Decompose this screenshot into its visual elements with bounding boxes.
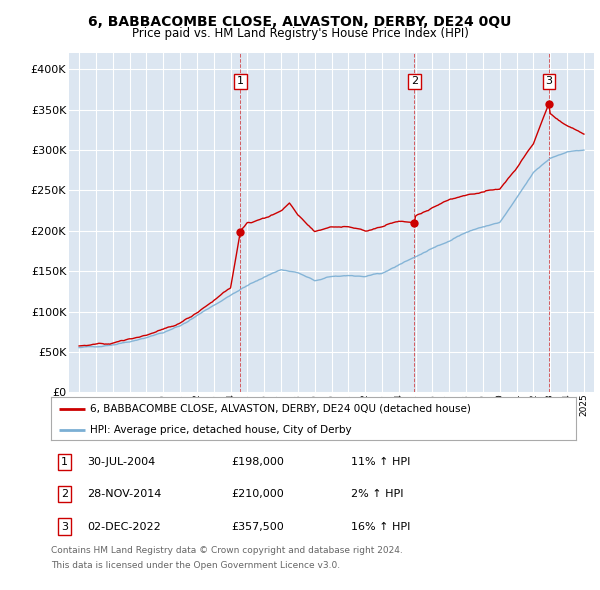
Text: 16% ↑ HPI: 16% ↑ HPI (351, 522, 410, 532)
Text: 1: 1 (237, 76, 244, 86)
Text: 2: 2 (61, 489, 68, 499)
Text: 3: 3 (61, 522, 68, 532)
Text: HPI: Average price, detached house, City of Derby: HPI: Average price, detached house, City… (91, 425, 352, 435)
Text: Price paid vs. HM Land Registry's House Price Index (HPI): Price paid vs. HM Land Registry's House … (131, 27, 469, 40)
Text: 02-DEC-2022: 02-DEC-2022 (87, 522, 161, 532)
Text: 6, BABBACOMBE CLOSE, ALVASTON, DERBY, DE24 0QU: 6, BABBACOMBE CLOSE, ALVASTON, DERBY, DE… (88, 15, 512, 29)
Text: 3: 3 (545, 76, 553, 86)
Text: 2% ↑ HPI: 2% ↑ HPI (351, 489, 404, 499)
Text: 1: 1 (61, 457, 68, 467)
Text: 28-NOV-2014: 28-NOV-2014 (87, 489, 161, 499)
Text: Contains HM Land Registry data © Crown copyright and database right 2024.: Contains HM Land Registry data © Crown c… (51, 546, 403, 555)
Text: 6, BABBACOMBE CLOSE, ALVASTON, DERBY, DE24 0QU (detached house): 6, BABBACOMBE CLOSE, ALVASTON, DERBY, DE… (91, 404, 471, 414)
Text: 30-JUL-2004: 30-JUL-2004 (87, 457, 155, 467)
Text: This data is licensed under the Open Government Licence v3.0.: This data is licensed under the Open Gov… (51, 560, 340, 569)
Text: 11% ↑ HPI: 11% ↑ HPI (351, 457, 410, 467)
Text: £210,000: £210,000 (231, 489, 284, 499)
Text: £198,000: £198,000 (231, 457, 284, 467)
Text: 2: 2 (411, 76, 418, 86)
Text: £357,500: £357,500 (231, 522, 284, 532)
